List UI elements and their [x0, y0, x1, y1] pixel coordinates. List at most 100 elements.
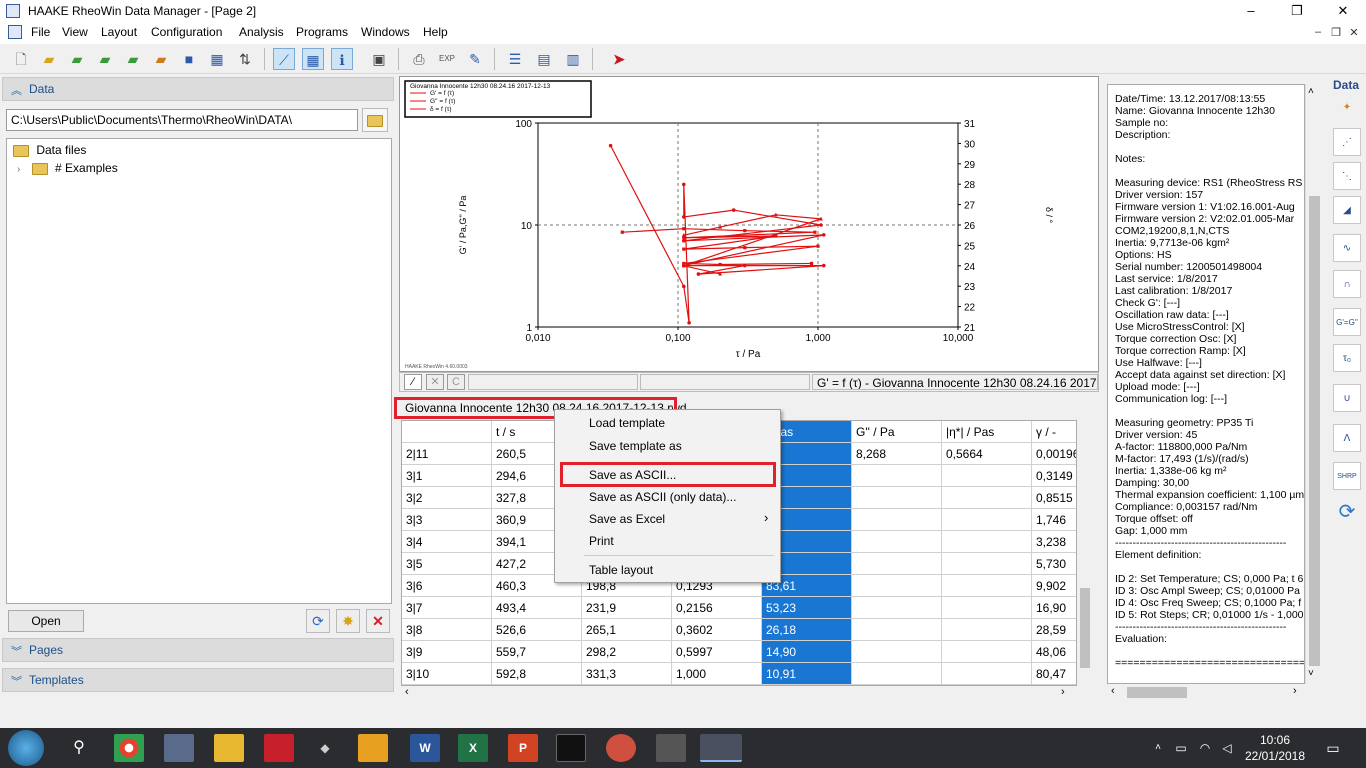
- app-icon[interactable]: [164, 734, 194, 762]
- rheowin-taskbar-icon[interactable]: [700, 734, 742, 762]
- table-cell[interactable]: 3|10: [402, 663, 492, 685]
- scroll-thumb[interactable]: [1080, 588, 1090, 668]
- table-cell[interactable]: 493,4: [492, 597, 582, 619]
- chrome-icon[interactable]: [114, 734, 144, 762]
- table-cell[interactable]: 2|11: [402, 443, 492, 465]
- sort-icon[interactable]: ⇅: [239, 51, 251, 67]
- min-tool-icon[interactable]: ∪: [1333, 384, 1361, 412]
- menu-analysis[interactable]: Analysis: [239, 25, 284, 39]
- menu-help[interactable]: Help: [423, 25, 448, 39]
- open-folder-icon[interactable]: ▰: [43, 51, 55, 67]
- menu-configuration[interactable]: Configuration: [151, 25, 223, 39]
- column-header[interactable]: [402, 421, 492, 443]
- minimize-button[interactable]: –: [1247, 3, 1255, 18]
- info-vertical-scrollbar[interactable]: ˄ ˅: [1305, 84, 1322, 684]
- menu-save-as-ascii[interactable]: Save as ASCII...: [589, 468, 677, 482]
- tree-root-data-files[interactable]: Data files: [13, 143, 86, 157]
- table-cell[interactable]: 3|2: [402, 487, 492, 509]
- table-view-icon[interactable]: ▦: [302, 48, 324, 70]
- table-cell[interactable]: 0,5997: [672, 641, 762, 663]
- menu-programs[interactable]: Programs: [296, 25, 349, 39]
- table-cell[interactable]: [852, 663, 942, 685]
- table-cell[interactable]: [852, 465, 942, 487]
- table-cell[interactable]: 3|9: [402, 641, 492, 663]
- rheology-chart[interactable]: 0,010 0,100 1,000 10,000 100 10 1 31 30 29 28 27 26 2…: [400, 77, 1100, 373]
- data-wizard-icon[interactable]: ✦: [1342, 102, 1352, 113]
- table-cell[interactable]: [852, 575, 942, 597]
- save-icon[interactable]: ■: [184, 51, 194, 67]
- app-icon[interactable]: [656, 734, 686, 762]
- table-cell[interactable]: 0,3602: [672, 619, 762, 641]
- menu-save-template-as[interactable]: Save template as: [589, 439, 682, 453]
- table-cell[interactable]: 0,00196: [1032, 443, 1076, 465]
- table-cell[interactable]: [942, 465, 1032, 487]
- file-explorer-icon[interactable]: [214, 734, 244, 762]
- new-file-icon[interactable]: 🗋: [15, 51, 27, 67]
- cascade-windows-icon[interactable]: ☰: [508, 51, 522, 67]
- column-header[interactable]: γ / -: [1032, 421, 1076, 443]
- haake-logo-icon[interactable]: ➤: [613, 51, 625, 67]
- add-folder-icon[interactable]: ▰: [71, 51, 83, 67]
- table-cell[interactable]: 3,238: [1032, 531, 1076, 553]
- table-cell[interactable]: [762, 443, 852, 465]
- table-cell[interactable]: [942, 487, 1032, 509]
- path-input[interactable]: [6, 109, 358, 131]
- table-cell[interactable]: [942, 597, 1032, 619]
- scroll-left-icon[interactable]: ‹: [1111, 685, 1115, 697]
- table-cell[interactable]: [852, 553, 942, 575]
- templates-section-header[interactable]: ︾ Templates: [2, 668, 394, 692]
- c-tool-button[interactable]: C: [447, 374, 465, 390]
- excel-icon[interactable]: X: [458, 734, 488, 762]
- area-tool-icon[interactable]: ◢: [1333, 196, 1361, 224]
- scroll-up-icon[interactable]: ˄: [1308, 86, 1314, 97]
- table-cell[interactable]: 298,2: [582, 641, 672, 663]
- table-vertical-scrollbar[interactable]: [1077, 420, 1093, 686]
- table-cell[interactable]: 460,3: [492, 575, 582, 597]
- table-cell[interactable]: 526,6: [492, 619, 582, 641]
- shrp-tool-icon[interactable]: SHRP: [1333, 462, 1361, 490]
- table-cell[interactable]: [852, 509, 942, 531]
- scroll-down-icon[interactable]: ˅: [1308, 668, 1314, 679]
- start-button[interactable]: [8, 730, 44, 766]
- tile-vertical-icon[interactable]: ▥: [566, 51, 580, 67]
- mdi-minimize-button[interactable]: –: [1314, 26, 1322, 38]
- info-view-icon[interactable]: ℹ: [331, 48, 353, 70]
- table-cell[interactable]: 10,91: [762, 663, 852, 685]
- table-cell[interactable]: [942, 663, 1032, 685]
- menu-table-layout[interactable]: Table layout: [589, 563, 654, 577]
- scatter-tool-2-icon[interactable]: ⋱: [1333, 162, 1361, 190]
- table-cell[interactable]: 0,3149: [1032, 465, 1076, 487]
- search-icon[interactable]: ⚲: [73, 739, 85, 756]
- notifications-icon[interactable]: ▭: [1326, 740, 1340, 756]
- table-cell[interactable]: 1,000: [672, 663, 762, 685]
- table-cell[interactable]: 3|7: [402, 597, 492, 619]
- table-cell[interactable]: 53,23: [762, 597, 852, 619]
- table-cell[interactable]: 3|8: [402, 619, 492, 641]
- document-icon[interactable]: [8, 25, 22, 39]
- menu-windows[interactable]: Windows: [361, 25, 410, 39]
- app-icon[interactable]: ◆: [320, 741, 330, 755]
- table-cell[interactable]: [942, 575, 1032, 597]
- table-cell[interactable]: 592,8: [492, 663, 582, 685]
- edit-icon[interactable]: ✎: [469, 51, 481, 67]
- table-cell[interactable]: [942, 619, 1032, 641]
- curve-tool-icon[interactable]: ∿: [1333, 234, 1361, 262]
- refresh-icon[interactable]: ⟳: [306, 609, 330, 633]
- table-cell[interactable]: 8,268: [852, 443, 942, 465]
- table-cell[interactable]: 331,3: [582, 663, 672, 685]
- plot-area[interactable]: 0,010 0,100 1,000 10,000 100 10 1 31 30 29 28 27 26 2…: [399, 76, 1099, 372]
- monitor-icon[interactable]: ▣: [372, 51, 386, 67]
- menu-file[interactable]: File: [31, 25, 51, 39]
- table-cell[interactable]: 26,18: [762, 619, 852, 641]
- scroll-thumb[interactable]: [1309, 196, 1320, 666]
- table-cell[interactable]: 3|3: [402, 509, 492, 531]
- table-cell[interactable]: [942, 553, 1032, 575]
- restore-button[interactable]: ❐: [1291, 3, 1303, 18]
- table-cell[interactable]: [942, 509, 1032, 531]
- app-icon[interactable]: [606, 734, 636, 762]
- menu-save-as-ascii-only-data[interactable]: Save as ASCII (only data)...: [589, 490, 737, 504]
- terminal-icon[interactable]: [556, 734, 586, 762]
- pages-section-header[interactable]: ︾ Pages: [2, 638, 394, 662]
- table-cell[interactable]: 3|6: [402, 575, 492, 597]
- refresh-folder-icon[interactable]: ▰: [127, 51, 139, 67]
